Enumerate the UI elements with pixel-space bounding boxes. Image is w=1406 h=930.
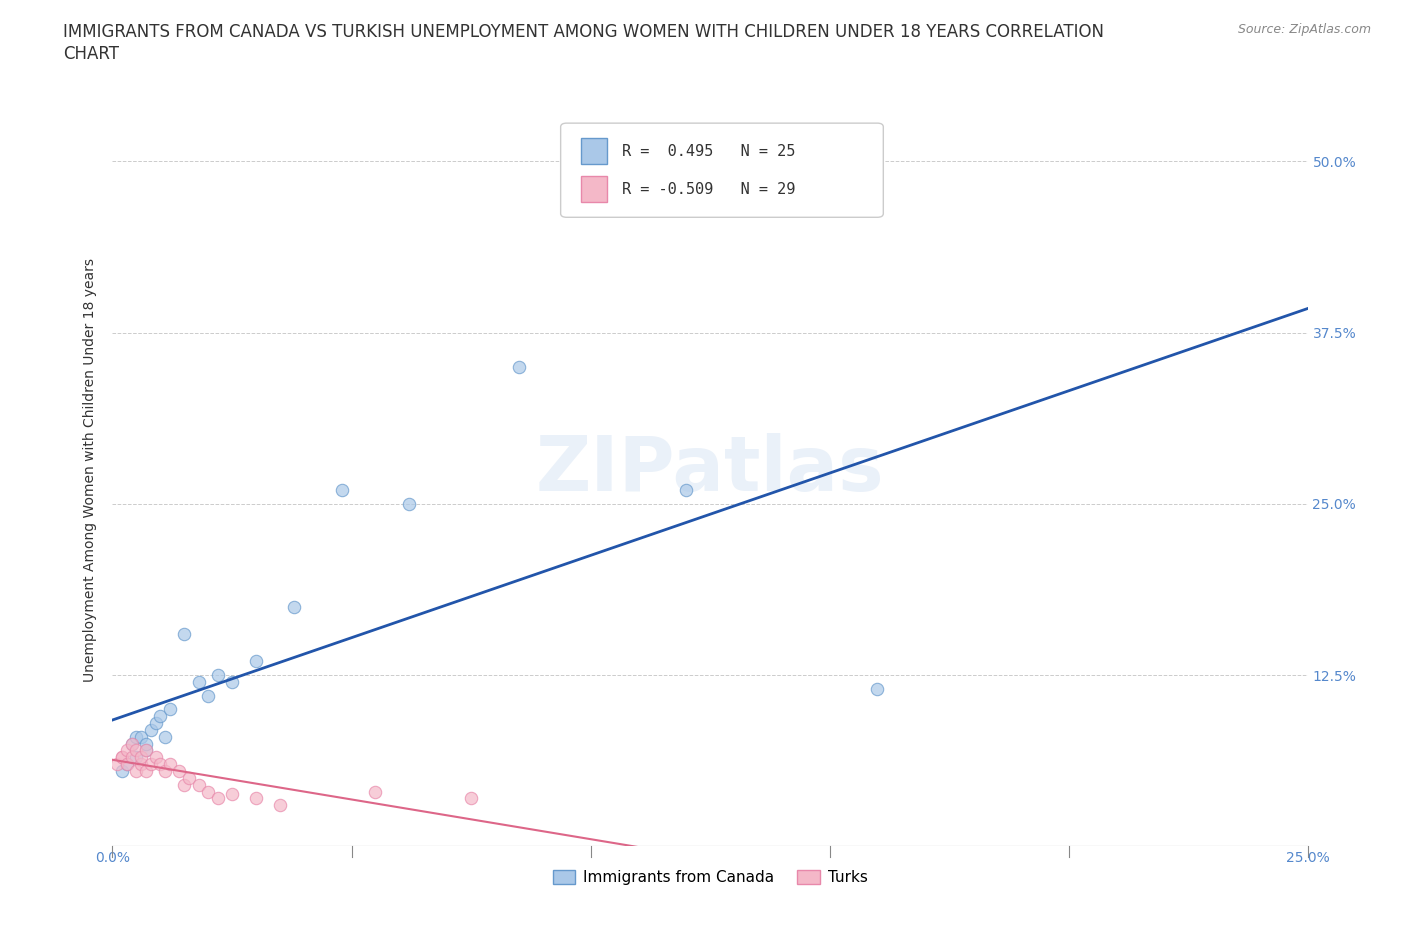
Point [115, 757, 138, 772]
Point [153, 729, 176, 744]
Point [125, 729, 148, 744]
Point [125, 764, 148, 778]
Point [135, 743, 157, 758]
Point [508, 360, 530, 375]
Point [145, 715, 167, 730]
Point [111, 750, 134, 764]
Point [125, 743, 148, 758]
Point [187, 777, 209, 792]
Point [115, 743, 138, 758]
Point [245, 790, 267, 805]
Point [330, 483, 353, 498]
Point [283, 599, 305, 614]
Point [135, 764, 157, 778]
Point [159, 757, 181, 772]
Point [145, 750, 167, 764]
Point [159, 702, 181, 717]
Point [105, 757, 128, 772]
Point [221, 787, 243, 802]
Legend: Immigrants from Canada, Turks: Immigrants from Canada, Turks [547, 864, 873, 891]
Point [129, 729, 152, 744]
Point [121, 750, 143, 764]
Point [197, 688, 219, 703]
Point [129, 750, 152, 764]
Text: R =  0.495   N = 25: R = 0.495 N = 25 [621, 143, 794, 159]
Point [111, 750, 134, 764]
Point [177, 770, 200, 785]
Point [398, 497, 420, 512]
Text: CHART: CHART [63, 45, 120, 62]
Point [121, 737, 143, 751]
Text: ZIPatlas: ZIPatlas [536, 432, 884, 507]
Point [169, 764, 191, 778]
Point [866, 682, 889, 697]
FancyBboxPatch shape [561, 123, 883, 218]
Point [153, 764, 176, 778]
Text: Source: ZipAtlas.com: Source: ZipAtlas.com [1237, 23, 1371, 36]
Point [135, 737, 157, 751]
Point [197, 784, 219, 799]
Point [115, 757, 138, 772]
Point [139, 757, 162, 772]
Point [111, 764, 134, 778]
FancyBboxPatch shape [581, 139, 607, 165]
Point [675, 483, 697, 498]
Point [149, 709, 172, 724]
Point [139, 723, 162, 737]
Point [460, 790, 482, 805]
Point [135, 743, 157, 758]
Point [207, 790, 229, 805]
Point [245, 654, 267, 669]
Point [149, 757, 172, 772]
Text: R = -0.509   N = 29: R = -0.509 N = 29 [621, 181, 794, 197]
Point [207, 668, 229, 683]
Point [125, 750, 148, 764]
Point [121, 737, 143, 751]
Point [269, 798, 291, 813]
Point [187, 674, 209, 689]
Point [173, 777, 195, 792]
Point [173, 627, 195, 642]
Point [364, 784, 387, 799]
Point [221, 674, 243, 689]
FancyBboxPatch shape [581, 177, 607, 202]
Text: IMMIGRANTS FROM CANADA VS TURKISH UNEMPLOYMENT AMONG WOMEN WITH CHILDREN UNDER 1: IMMIGRANTS FROM CANADA VS TURKISH UNEMPL… [63, 23, 1104, 41]
Point [129, 757, 152, 772]
Y-axis label: Unemployment Among Women with Children Under 18 years: Unemployment Among Women with Children U… [83, 258, 97, 682]
